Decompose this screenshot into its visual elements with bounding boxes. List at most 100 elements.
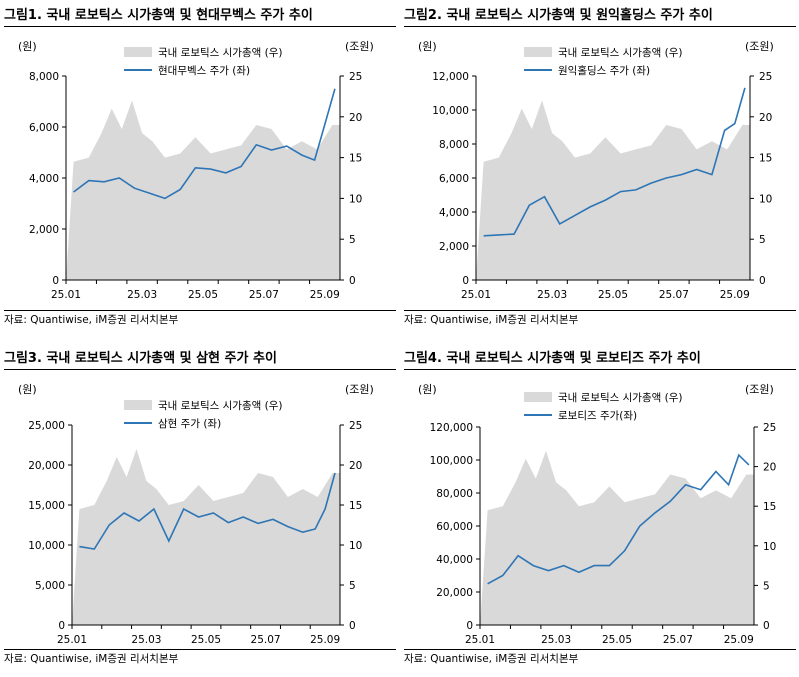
legend-area-swatch bbox=[524, 392, 552, 402]
x-tick-label: 25.07 bbox=[251, 634, 281, 646]
left-tick-label: 8,000 bbox=[439, 139, 469, 151]
left-tick-label: 8,000 bbox=[29, 71, 59, 83]
legend-line-label: 원익홀딩스 주가 (좌) bbox=[558, 64, 650, 77]
right-axis-unit: (조원) bbox=[345, 383, 374, 396]
left-tick-label: 10,000 bbox=[28, 540, 65, 552]
chart-panel-4: 그림4. 국내 로보틱스 시가총액 및 로보티즈 주가 추이 (원) (조원) … bbox=[404, 347, 796, 677]
left-tick-label: 4,000 bbox=[29, 173, 59, 185]
market-cap-area bbox=[476, 100, 750, 280]
left-tick-label: 15,000 bbox=[28, 500, 65, 512]
x-tick-label: 25.09 bbox=[310, 289, 340, 301]
right-tick-label: 20 bbox=[349, 460, 362, 472]
x-tick-label: 25.07 bbox=[663, 634, 693, 646]
right-axis-unit: (조원) bbox=[345, 40, 374, 53]
x-tick-label: 25.03 bbox=[127, 289, 157, 301]
left-tick-label: 40,000 bbox=[436, 554, 473, 566]
right-tick-label: 25 bbox=[759, 71, 772, 83]
legend-line-label: 로보티즈 주가(좌) bbox=[558, 410, 637, 422]
legend-line-label: 현대무벡스 주가 (좌) bbox=[158, 65, 250, 77]
x-tick-label: 25.09 bbox=[724, 634, 754, 646]
stock-price-line bbox=[483, 87, 746, 237]
right-tick-label: 25 bbox=[349, 71, 362, 83]
source-note: 자료: Quantiwise, iM증권 리서치본부 bbox=[404, 653, 579, 665]
left-tick-label: 120,000 bbox=[430, 422, 473, 434]
left-tick-label: 0 bbox=[462, 275, 469, 287]
legend-area-swatch bbox=[124, 400, 152, 410]
x-tick-label: 25.05 bbox=[191, 634, 221, 646]
left-axis-unit: (원) bbox=[18, 40, 37, 53]
right-tick-label: 0 bbox=[349, 620, 356, 632]
right-tick-label: 5 bbox=[759, 234, 766, 246]
right-tick-label: 15 bbox=[763, 501, 776, 513]
x-tick-label: 25.09 bbox=[310, 634, 340, 646]
left-axis-unit: (원) bbox=[18, 383, 37, 396]
stock-price-line bbox=[73, 88, 336, 200]
right-tick-label: 25 bbox=[763, 422, 776, 434]
x-tick-label: 25.09 bbox=[720, 289, 750, 301]
chart-plot: 0 2,000 4,000 6,000 8,000 0 5 10 15 20 25 25.01 25.0… bbox=[29, 47, 362, 301]
chart-panel-3: 그림3. 국내 로보틱스 시가총액 및 삼현 주가 추이 (원) (조원) 0 5… bbox=[4, 347, 396, 677]
title-divider bbox=[4, 26, 396, 27]
title-divider bbox=[404, 369, 796, 370]
source-divider bbox=[4, 310, 396, 311]
chart-plot: 0 20,000 40,000 60,000 80,000 100,000 120,000 0… bbox=[430, 392, 776, 646]
legend-area-label: 국내 로보틱스 시가총액 (우) bbox=[558, 47, 682, 59]
left-tick-label: 25,000 bbox=[28, 420, 65, 432]
panel-title: 그림2. 국내 로보틱스 시가총액 및 원익홀딩스 주가 추이 bbox=[404, 8, 713, 23]
x-tick-label: 25.05 bbox=[188, 289, 218, 301]
x-tick-label: 25.01 bbox=[461, 289, 491, 301]
chart-panel-1: 그림1. 국내 로보틱스 시가총액 및 현대무벡스 주가 추이 (원) (조원)… bbox=[4, 4, 396, 334]
right-tick-label: 10 bbox=[763, 541, 776, 553]
stock-price-line bbox=[487, 453, 750, 585]
right-tick-label: 10 bbox=[349, 540, 362, 552]
left-tick-label: 80,000 bbox=[436, 488, 473, 500]
right-tick-label: 5 bbox=[349, 580, 356, 592]
left-tick-label: 10,000 bbox=[432, 105, 469, 117]
left-tick-label: 0 bbox=[58, 620, 65, 632]
right-tick-label: 15 bbox=[759, 153, 772, 165]
source-note: 자료: Quantiwise, iM증권 리서치본부 bbox=[4, 314, 179, 326]
left-tick-label: 2,000 bbox=[29, 224, 59, 236]
right-tick-label: 0 bbox=[763, 620, 770, 632]
left-tick-label: 100,000 bbox=[430, 455, 473, 467]
left-axis-unit: (원) bbox=[418, 40, 437, 53]
x-tick-label: 25.03 bbox=[541, 634, 571, 646]
source-divider bbox=[404, 310, 796, 311]
right-tick-label: 5 bbox=[349, 234, 356, 246]
left-tick-label: 20,000 bbox=[436, 587, 473, 599]
left-tick-label: 2,000 bbox=[439, 241, 469, 253]
left-tick-label: 6,000 bbox=[439, 173, 469, 185]
right-tick-label: 20 bbox=[349, 112, 362, 124]
x-tick-label: 25.01 bbox=[465, 634, 495, 646]
chart-plot: 0 5,000 10,000 15,000 20,000 25,000 0 5 10 15 20 25… bbox=[28, 400, 362, 646]
market-cap-area bbox=[72, 449, 340, 625]
left-tick-label: 4,000 bbox=[439, 207, 469, 219]
right-tick-label: 15 bbox=[349, 500, 362, 512]
market-cap-area bbox=[66, 100, 340, 280]
left-tick-label: 60,000 bbox=[436, 521, 473, 533]
x-tick-label: 25.03 bbox=[131, 634, 161, 646]
panel-title: 그림4. 국내 로보틱스 시가총액 및 로보티즈 주가 추이 bbox=[404, 351, 701, 366]
source-divider bbox=[4, 649, 396, 650]
right-tick-label: 5 bbox=[763, 580, 770, 592]
right-tick-label: 0 bbox=[349, 275, 356, 287]
legend-area-label: 국내 로보틱스 시가총액 (우) bbox=[158, 47, 282, 59]
right-axis-unit: (조원) bbox=[745, 40, 774, 53]
stock-price-line bbox=[79, 472, 336, 550]
right-tick-label: 20 bbox=[759, 112, 772, 124]
legend-line-label: 삼현 주가 (좌) bbox=[158, 418, 221, 430]
right-tick-label: 20 bbox=[763, 462, 776, 474]
source-note: 자료: Quantiwise, iM증권 리서치본부 bbox=[4, 653, 179, 665]
market-cap-area bbox=[480, 450, 754, 625]
panel-title: 그림1. 국내 로보틱스 시가총액 및 현대무벡스 주가 추이 bbox=[4, 8, 313, 23]
chart-plot: 0 2,000 4,000 6,000 8,000 10,000 12,000 0 5 10 15 2… bbox=[432, 47, 772, 301]
right-axis-unit: (조원) bbox=[745, 383, 774, 396]
legend-area-label: 국내 로보틱스 시가총액 (우) bbox=[158, 400, 282, 412]
left-tick-label: 5,000 bbox=[35, 580, 65, 592]
title-divider bbox=[4, 369, 396, 370]
left-tick-label: 20,000 bbox=[28, 460, 65, 472]
legend-area-swatch bbox=[524, 47, 552, 57]
chart-panel-2: 그림2. 국내 로보틱스 시가총액 및 원익홀딩스 주가 추이 (원) (조원)… bbox=[404, 4, 796, 334]
right-tick-label: 10 bbox=[349, 193, 362, 205]
legend-area-label: 국내 로보틱스 시가총액 (우) bbox=[558, 392, 682, 404]
